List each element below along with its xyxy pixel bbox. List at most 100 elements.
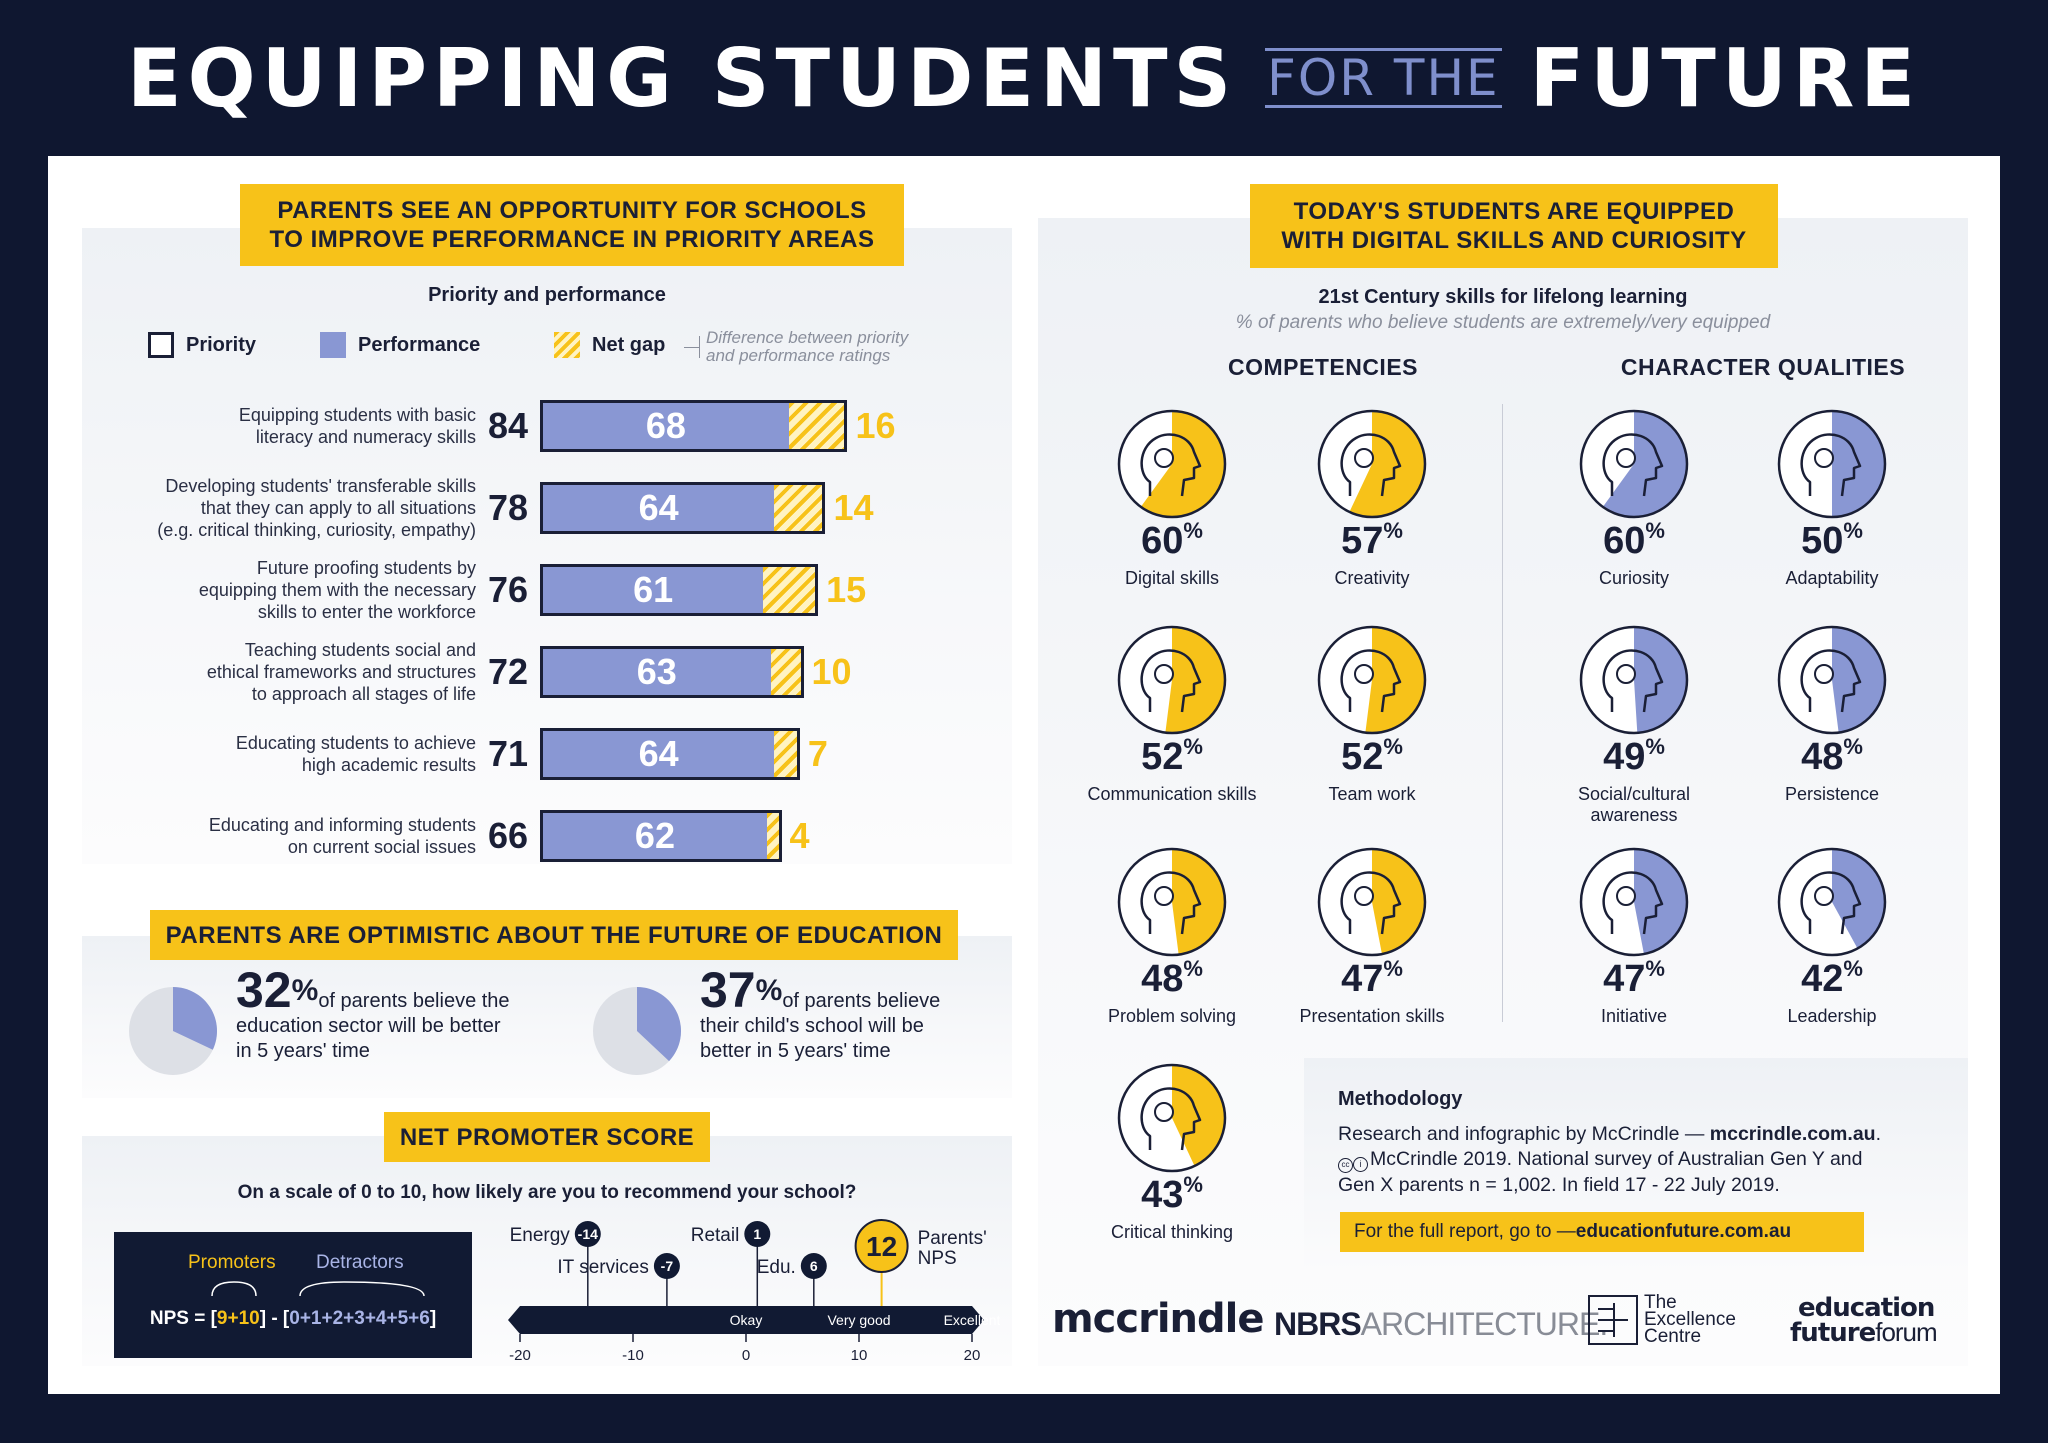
- legend-performance: Performance: [320, 332, 480, 358]
- skill-label: Leadership: [1787, 1006, 1877, 1026]
- skill-percent-value: 43: [1141, 1174, 1184, 1216]
- skill-glyph-icon: [1154, 664, 1174, 684]
- priority-row-label: Educating and informing students on curre…: [88, 814, 476, 858]
- ec-mark-box: [1588, 1294, 1638, 1345]
- gap-value: 4: [789, 815, 810, 856]
- skill-label: Presentation skills: [1299, 1006, 1445, 1026]
- ec-mark-lines: [1598, 1302, 1628, 1337]
- priority-value: 84: [487, 405, 528, 446]
- pie1-slice: [173, 987, 217, 1050]
- nps-marker-value: 1: [753, 1226, 761, 1242]
- skills-banner-line1: TODAY'S STUDENTS ARE EQUIPPED: [1293, 198, 1735, 225]
- skill-label: Problem solving: [1107, 1006, 1237, 1026]
- methodology-link-mccrindle[interactable]: mccrindle.com.au: [1709, 1123, 1876, 1145]
- nps-marker-value: 6: [810, 1258, 818, 1274]
- nps-scale-label: Okay: [730, 1312, 763, 1328]
- skill-fill: [1365, 627, 1425, 733]
- skill-percent: 52%: [1072, 734, 1272, 779]
- priority-value: 76: [487, 569, 528, 610]
- performance-bar: [543, 403, 789, 449]
- gap-bar: [774, 731, 797, 777]
- skills-banner-line2: WITH DIGITAL SKILLS AND CURIOSITY: [1281, 227, 1747, 254]
- skill-percent: 60%: [1072, 518, 1272, 563]
- nps-marker-label: Energy: [510, 1225, 571, 1246]
- legend-gap: Net gap: [554, 332, 665, 358]
- skill-ring: [1777, 847, 1887, 957]
- head-profile-icon: [1340, 433, 1402, 497]
- nps-marker: [800, 1253, 827, 1279]
- priority-banner: PARENTS SEE AN OPPORTUNITY FOR SCHOOLS T…: [240, 184, 904, 266]
- head-profile-icon: [1602, 433, 1664, 497]
- nps-parents-label: Parents': [918, 1228, 987, 1249]
- pie2-pct-sign: %: [755, 974, 783, 1007]
- pie1-text1: of parents believe the: [318, 990, 510, 1012]
- skill-percent-value: 50: [1801, 520, 1844, 562]
- skill-percent-value: 48: [1141, 958, 1184, 1000]
- header-title-3: FUTURE: [1529, 31, 1922, 125]
- skill-percent-sign: %: [1183, 518, 1203, 543]
- priority-bar: 63: [540, 646, 804, 698]
- nps-marker-value: -7: [661, 1258, 674, 1274]
- eff-line2: futureforum: [1790, 1318, 1938, 1348]
- nps-marker-label: Edu.: [757, 1257, 796, 1278]
- cta-link[interactable]: educationfuture.com.au: [1575, 1221, 1792, 1242]
- skill-percent-sign: %: [1645, 956, 1665, 981]
- mccrindle-logo-text: mccrindle: [1052, 1296, 1264, 1342]
- priority-row-label-line: ethical frameworks and structures: [206, 662, 476, 682]
- skill-icon: [1579, 625, 1689, 735]
- excellence-centre-text: The Excellence Centre: [1644, 1293, 1736, 1346]
- priority-row-label-line: literacy and numeracy skills: [255, 427, 476, 447]
- nps-tick-label: 10: [851, 1347, 868, 1364]
- ec-line2: Excellence: [1644, 1309, 1736, 1330]
- priority-row-label-line: Educating students to achieve: [235, 733, 476, 753]
- nps-scale-bar: [508, 1306, 984, 1334]
- performance-bar: [543, 485, 775, 531]
- pie2-text: 37%of parents believe their child's scho…: [700, 965, 1000, 1064]
- skill-icon: [1117, 847, 1227, 957]
- nps-tick-label: -20: [509, 1347, 531, 1364]
- skill-percent: 47%: [1272, 956, 1472, 1001]
- skills-subtitle: % of parents who believe students are ex…: [1235, 312, 1771, 333]
- skill-percent: 48%: [1732, 734, 1932, 779]
- skill-percent-sign: %: [1183, 956, 1203, 981]
- nps-marker: [574, 1221, 601, 1247]
- skill-glyph-icon: [1154, 1102, 1174, 1122]
- gap-value: 7: [807, 733, 828, 774]
- head-profile-icon: [1340, 871, 1402, 935]
- skill-percent-sign: %: [1843, 518, 1863, 543]
- nps-banner: NET PROMOTER SCORE: [384, 1112, 710, 1162]
- skill-percent-sign: %: [1383, 518, 1403, 543]
- full-report-cta[interactable]: For the full report, go to — educationfu…: [1340, 1212, 1864, 1252]
- priority-value: 66: [487, 815, 528, 856]
- pie1-pct: 32: [236, 962, 292, 1018]
- eff-line2a: future: [1790, 1318, 1876, 1348]
- nps-parents-label: NPS: [918, 1248, 957, 1269]
- pie1-text3: in 5 years' time: [236, 1040, 370, 1062]
- priority-row-label-line: Developing students' transferable skills: [165, 476, 476, 496]
- nps-formula-mid: ] - [: [259, 1308, 290, 1329]
- skill-ring: [1777, 409, 1887, 519]
- skill-percent: 50%: [1732, 518, 1932, 563]
- skill-percent-sign: %: [1383, 734, 1403, 759]
- priority-row-label-line: on current social issues: [287, 837, 476, 857]
- legend-gap-note-2: and performance ratings: [706, 346, 891, 365]
- skill-label: Curiosity: [1598, 568, 1669, 588]
- skill-glyph-icon: [1354, 664, 1374, 684]
- performance-bar: [543, 567, 764, 613]
- nps-scale-label: Very good: [827, 1312, 890, 1328]
- head-profile-icon: [1800, 433, 1862, 497]
- skill-label: Social/cultural awareness: [1577, 784, 1691, 825]
- skill-label: Critical thinking: [1110, 1222, 1234, 1242]
- excellence-centre-mark: [1588, 1294, 1638, 1345]
- legend-gap-note: Difference between priority and performa…: [706, 329, 908, 365]
- skill-label: Initiative: [1600, 1006, 1668, 1026]
- skill-icon: [1317, 625, 1427, 735]
- methodology-line1c: .: [1875, 1123, 1881, 1145]
- legend-gap-label: Net gap: [592, 333, 666, 356]
- page-header: EQUIPPING STUDENTS FOR THE FUTURE: [0, 0, 2048, 156]
- skill-percent: 57%: [1272, 518, 1472, 563]
- priority-bar: 64: [540, 482, 826, 534]
- skill-percent-sign: %: [1183, 1172, 1203, 1197]
- skill-percent: 42%: [1732, 956, 1932, 1001]
- skill-glyph-icon: [1814, 886, 1834, 906]
